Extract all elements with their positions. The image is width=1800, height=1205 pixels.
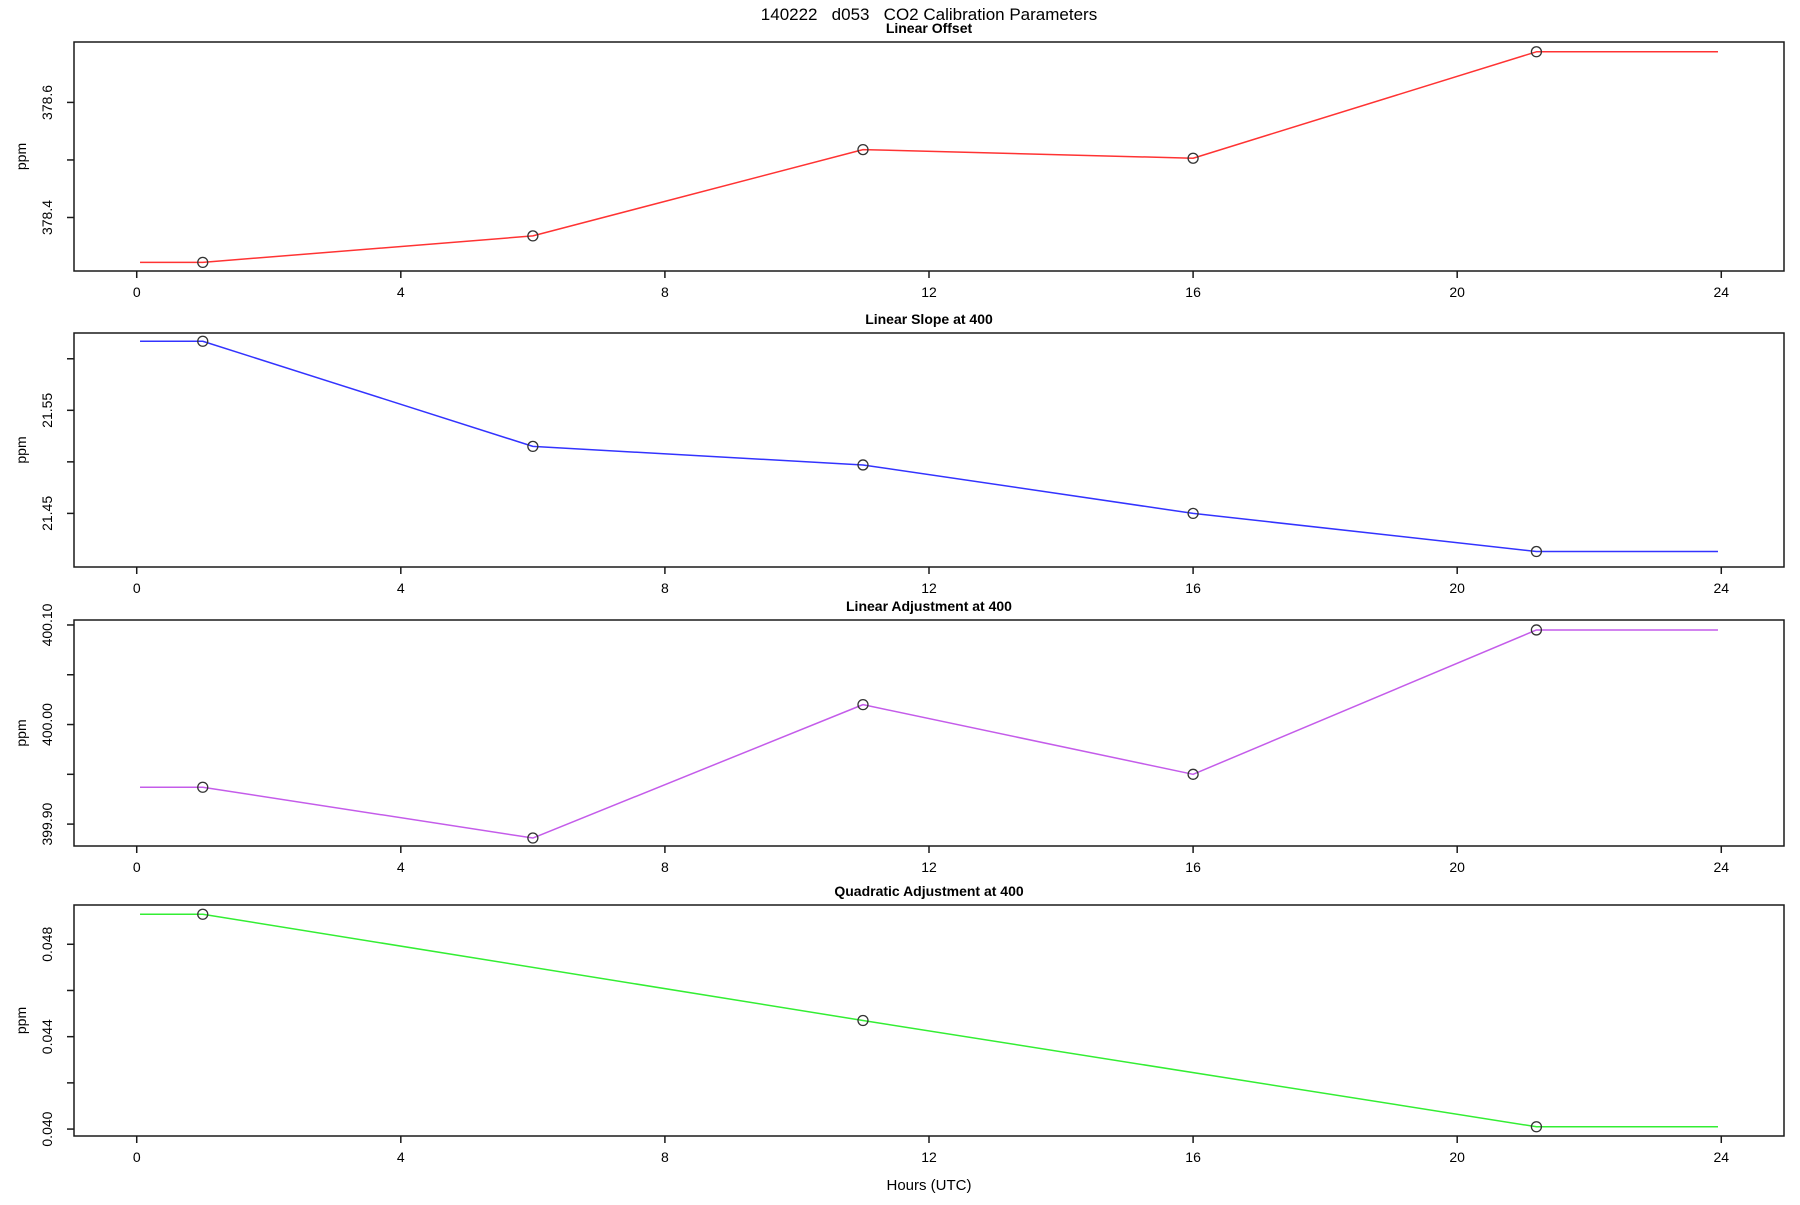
- x-axis-tick-label: 20: [1449, 859, 1465, 875]
- data-point-marker: [857, 1014, 869, 1027]
- data-point-marker: [197, 908, 209, 920]
- y-axis-tick-label: 0.040: [39, 1111, 55, 1146]
- data-point-marker: [197, 335, 209, 347]
- x-axis-tick-label: 12: [921, 1149, 937, 1165]
- y-axis-title: ppm: [13, 436, 29, 463]
- x-axis-tick-label: 0: [133, 1149, 141, 1165]
- plot-frame: [73, 332, 1785, 568]
- x-axis-tick-label: 8: [661, 1149, 669, 1165]
- x-axis-tick-label: 24: [1713, 1149, 1729, 1165]
- y-axis-tick-label: 0.048: [39, 927, 55, 962]
- plot-frame: [73, 41, 1785, 272]
- panel-title: Linear Adjustment at 400: [846, 598, 1012, 614]
- y-axis-title: ppm: [13, 719, 29, 746]
- data-point-marker: [527, 832, 539, 844]
- x-axis-tick-label: 8: [661, 859, 669, 875]
- chart-panel: Quadratic Adjustment at 400 0 4 8 12 16 20 24 0.…: [13, 883, 1785, 1165]
- x-axis-title: Hours (UTC): [887, 1177, 972, 1194]
- x-axis-tick-label: 0: [133, 284, 141, 300]
- x-axis-tick-label: 24: [1713, 580, 1729, 596]
- data-point-marker: [1530, 1121, 1543, 1133]
- data-point-marker: [857, 698, 869, 711]
- x-axis-tick-label: 4: [397, 859, 405, 875]
- panel-title: Quadratic Adjustment at 400: [834, 883, 1024, 899]
- y-axis-title: ppm: [13, 1007, 29, 1034]
- series-line: [140, 913, 1718, 1128]
- series-line: [140, 51, 1718, 264]
- chart-panel: Linear Slope at 400 0 4 8 12 16 20 24 21.45 21.55…: [13, 311, 1785, 596]
- x-axis-tick-label: 16: [1185, 284, 1201, 300]
- data-point-marker: [1187, 507, 1199, 520]
- y-axis-tick-label: 21.55: [39, 393, 55, 428]
- panel-title: Linear Slope at 400: [865, 311, 993, 327]
- chart-panel: Linear Offset 0 4 8 12 16 20 24 378.4 378.6 ppm: [13, 20, 1785, 300]
- y-axis-tick-label: 21.45: [39, 496, 55, 531]
- x-axis-tick-label: 12: [921, 284, 937, 300]
- data-point-marker: [197, 256, 209, 269]
- x-axis-tick-label: 12: [921, 580, 937, 596]
- data-point-marker: [527, 230, 539, 242]
- data-point-marker: [197, 781, 209, 793]
- y-axis-tick-label: 0.044: [39, 1019, 55, 1054]
- x-axis-tick-label: 16: [1185, 1149, 1201, 1165]
- y-axis-tick-label: 399.90: [39, 802, 55, 845]
- chart-panel: Linear Adjustment at 400 0 4 8 12 16 20 24 399.9…: [13, 598, 1785, 875]
- data-point-marker: [1530, 624, 1543, 636]
- y-axis-title: ppm: [13, 143, 29, 170]
- y-axis-tick-label: 378.6: [39, 85, 55, 120]
- data-point-marker: [527, 440, 539, 453]
- plot-frame: [73, 904, 1785, 1137]
- x-axis-tick-label: 0: [133, 580, 141, 596]
- panel-title: Linear Offset: [886, 20, 973, 36]
- x-axis-tick-label: 4: [397, 580, 405, 596]
- series-line: [140, 340, 1718, 553]
- x-axis-tick-label: 16: [1185, 859, 1201, 875]
- x-axis-tick-label: 20: [1449, 284, 1465, 300]
- x-axis-tick-label: 16: [1185, 580, 1201, 596]
- y-axis-tick-label: 400.10: [39, 603, 55, 646]
- data-point-marker: [857, 459, 869, 471]
- page-title: 140222 d053 CO2 Calibration Parameters: [761, 5, 1097, 24]
- data-point-marker: [1530, 545, 1543, 558]
- x-axis-tick-label: 4: [397, 284, 405, 300]
- x-axis-tick-label: 4: [397, 1149, 405, 1165]
- data-point-marker: [1530, 46, 1543, 58]
- x-axis-tick-label: 24: [1713, 284, 1729, 300]
- data-point-marker: [1187, 768, 1199, 780]
- x-axis-tick-label: 20: [1449, 580, 1465, 596]
- data-point-marker: [1187, 152, 1199, 164]
- plot-frame: [73, 619, 1785, 847]
- data-point-marker: [857, 143, 869, 156]
- x-axis-tick-label: 12: [921, 859, 937, 875]
- x-axis-tick-label: 8: [661, 284, 669, 300]
- y-axis-tick-label: 400.00: [39, 703, 55, 746]
- x-axis-tick-label: 24: [1713, 859, 1729, 875]
- x-axis-tick-label: 0: [133, 859, 141, 875]
- series-line: [140, 629, 1718, 839]
- x-axis-tick-label: 8: [661, 580, 669, 596]
- x-axis-tick-label: 20: [1449, 1149, 1465, 1165]
- y-axis-tick-label: 378.4: [39, 200, 55, 235]
